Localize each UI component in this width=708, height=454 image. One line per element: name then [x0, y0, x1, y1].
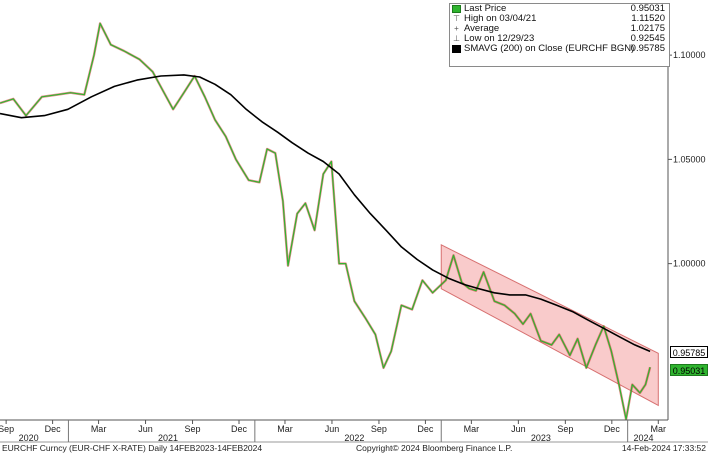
- legend-value: 1.02175: [630, 23, 665, 34]
- year-label: 2022: [344, 433, 364, 443]
- legend-label: Low on 12/29/23: [464, 33, 535, 44]
- x-tick-label: Dec: [231, 424, 248, 434]
- x-tick-label: Sep: [557, 424, 573, 434]
- footer-copyright: Copyright© 2024 Bloomberg Finance L.P.: [356, 443, 513, 453]
- legend-item-average: + Average 1.02175: [450, 24, 669, 34]
- average-marker-icon: +: [454, 24, 459, 33]
- x-tick-label: Jun: [511, 424, 526, 434]
- x-tick-label: Dec: [45, 424, 62, 434]
- x-tick-label: Dec: [604, 424, 621, 434]
- chart-legend: Last Price 0.95031 ⊤ High on 03/04/21 1.…: [449, 3, 670, 67]
- x-tick-label: Sep: [185, 424, 201, 434]
- sma-last-value-tag: 0.95785: [670, 345, 708, 358]
- x-tick-label: Sep: [371, 424, 387, 434]
- chart-footer: EURCHF Curncy (EUR-CHF X-RATE) Daily 14F…: [0, 443, 708, 454]
- x-tick-label: Jun: [138, 424, 153, 434]
- y-tick-label: 1.10000: [673, 50, 706, 60]
- x-tick-label: Sep: [0, 424, 14, 434]
- year-label: 2021: [158, 433, 178, 443]
- legend-label: Last Price: [464, 3, 507, 14]
- price-series: [0, 22, 652, 421]
- x-tick-label: Mar: [651, 424, 667, 434]
- sma-line: [0, 74, 651, 353]
- price-line: [0, 22, 651, 420]
- axes: 1.00000 1.05000 1.10000 Sep Dec Mar Jun Sep Dec M…: [0, 3, 708, 443]
- x-tick-label: Mar: [277, 424, 293, 434]
- legend-value: 1.11520: [631, 13, 665, 24]
- legend-item-last-price: Last Price 0.95031: [450, 4, 669, 14]
- legend-label: Average: [464, 23, 500, 34]
- footer-ticker: EURCHF Curncy (EUR-CHF X-RATE) Daily 14F…: [2, 443, 263, 453]
- x-tick-label: Jun: [325, 424, 340, 434]
- legend-label: High on 03/04/21: [464, 13, 537, 24]
- legend-item-low: ⊥ Low on 12/29/23 0.92545: [450, 34, 669, 44]
- legend-value: 0.95031: [630, 3, 665, 14]
- green-square-icon: [452, 5, 461, 13]
- year-label: 2024: [633, 433, 653, 443]
- x-tick-label: Mar: [464, 424, 480, 434]
- price-line-shadow: [0, 22, 652, 421]
- legend-value: 0.92545: [630, 33, 665, 44]
- x-tick-label: Mar: [91, 424, 107, 434]
- low-marker-icon: ⊥: [453, 34, 460, 43]
- legend-label: SMAVG (200) on Close (EURCHF BGN): [464, 43, 635, 54]
- channel-band: [440, 244, 659, 407]
- x-tick-label: Dec: [417, 424, 434, 434]
- y-tick-label: 1.05000: [673, 154, 706, 164]
- year-label: 2020: [19, 433, 39, 443]
- year-label: 2023: [531, 433, 551, 443]
- sma-series: [0, 74, 651, 353]
- footer-timestamp: 14-Feb-2024 17:33:52: [621, 443, 706, 453]
- high-marker-icon: ⊤: [453, 14, 460, 23]
- trend-channel: [440, 244, 659, 407]
- legend-value: 0.95785: [630, 43, 665, 54]
- black-square-icon: [452, 45, 461, 53]
- y-tick-label: 1.00000: [673, 259, 706, 269]
- price-last-value-tag: 0.95031: [670, 364, 708, 377]
- legend-item-smavg: SMAVG (200) on Close (EURCHF BGN) 0.9578…: [450, 44, 669, 54]
- legend-item-high: ⊤ High on 03/04/21 1.11520: [450, 14, 669, 24]
